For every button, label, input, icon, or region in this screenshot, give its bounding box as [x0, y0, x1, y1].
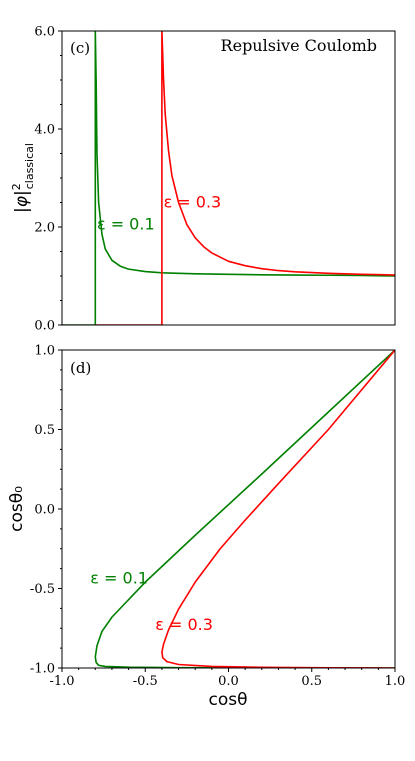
- panel-c-annotation-1: ε = 0.3: [164, 192, 222, 211]
- panel-d-annotation-0: ε = 0.1: [90, 569, 148, 588]
- panel-d-ytick-label: 0.0: [34, 503, 55, 518]
- panel-d-ytick-label: -0.5: [30, 582, 55, 597]
- panel-d-ylabel: cosθ₀: [7, 486, 27, 532]
- panel-c-annotations: ε = 0.1 ε = 0.3: [97, 192, 221, 233]
- panel-c-ylabel-sub: classical: [23, 143, 36, 189]
- panel-d-ytick-label: 0.5: [34, 423, 55, 438]
- panel-d-xlabel: cosθ: [208, 690, 247, 710]
- panel-d: -1.0 -0.5 0.0 0.5 1.0 -1.0 -0.5 0.0 0.5 1.0 (d) c…: [7, 344, 405, 711]
- panel-d-xtick-label: 0.5: [301, 674, 322, 689]
- panel-c-series-1: [95, 31, 395, 325]
- panel-d-xtick-label: 0.0: [218, 674, 239, 689]
- panel-d-xtick-label: -0.5: [133, 674, 158, 689]
- panel-c-frame: [61, 30, 396, 326]
- panel-c-ytick-label: 6.0: [34, 25, 55, 40]
- panel-c-ytick-label: 2.0: [34, 221, 55, 236]
- panel-d-annotations: ε = 0.1 ε = 0.3: [90, 569, 213, 634]
- panel-c-ticks: 0.0 2.0 4.0 6.0: [34, 25, 62, 334]
- panel-d-series-0: [94, 350, 395, 668]
- panel-d-ytick-label: -1.0: [30, 662, 55, 677]
- panel-c: 0.0 2.0 4.0 6.0 (c) Repulsive Coulomb |φ|2c…: [10, 25, 396, 334]
- panel-d-ytick-label: 1.0: [34, 344, 55, 359]
- panel-c-annotation-0: ε = 0.1: [97, 214, 155, 233]
- panel-c-label: (c): [70, 39, 90, 57]
- panel-d-ticks: -1.0 -0.5 0.0 0.5 1.0 -1.0 -0.5 0.0 0.5 1.0: [30, 344, 405, 690]
- panel-d-series-1: [161, 350, 395, 668]
- panel-c-title: Repulsive Coulomb: [221, 36, 377, 55]
- panel-d-series: [94, 350, 395, 668]
- panel-c-ytick-label: 4.0: [34, 123, 55, 138]
- panel-d-frame: [61, 349, 396, 669]
- panel-c-ylabel: |φ|2classical: [10, 143, 36, 213]
- panel-c-series: [62, 31, 395, 325]
- panel-c-ytick-label: 0.0: [34, 319, 55, 334]
- panel-d-xtick-label: 1.0: [385, 674, 406, 689]
- panel-c-ylabel-main: |φ|: [12, 190, 32, 213]
- panel-c-series-0: [62, 31, 395, 325]
- panel-d-annotation-1: ε = 0.3: [155, 615, 213, 634]
- panel-d-label: (d): [70, 359, 91, 377]
- panel-d-xtick-label: -1.0: [49, 674, 74, 689]
- panel-c-ylabel-sup: 2: [10, 183, 23, 190]
